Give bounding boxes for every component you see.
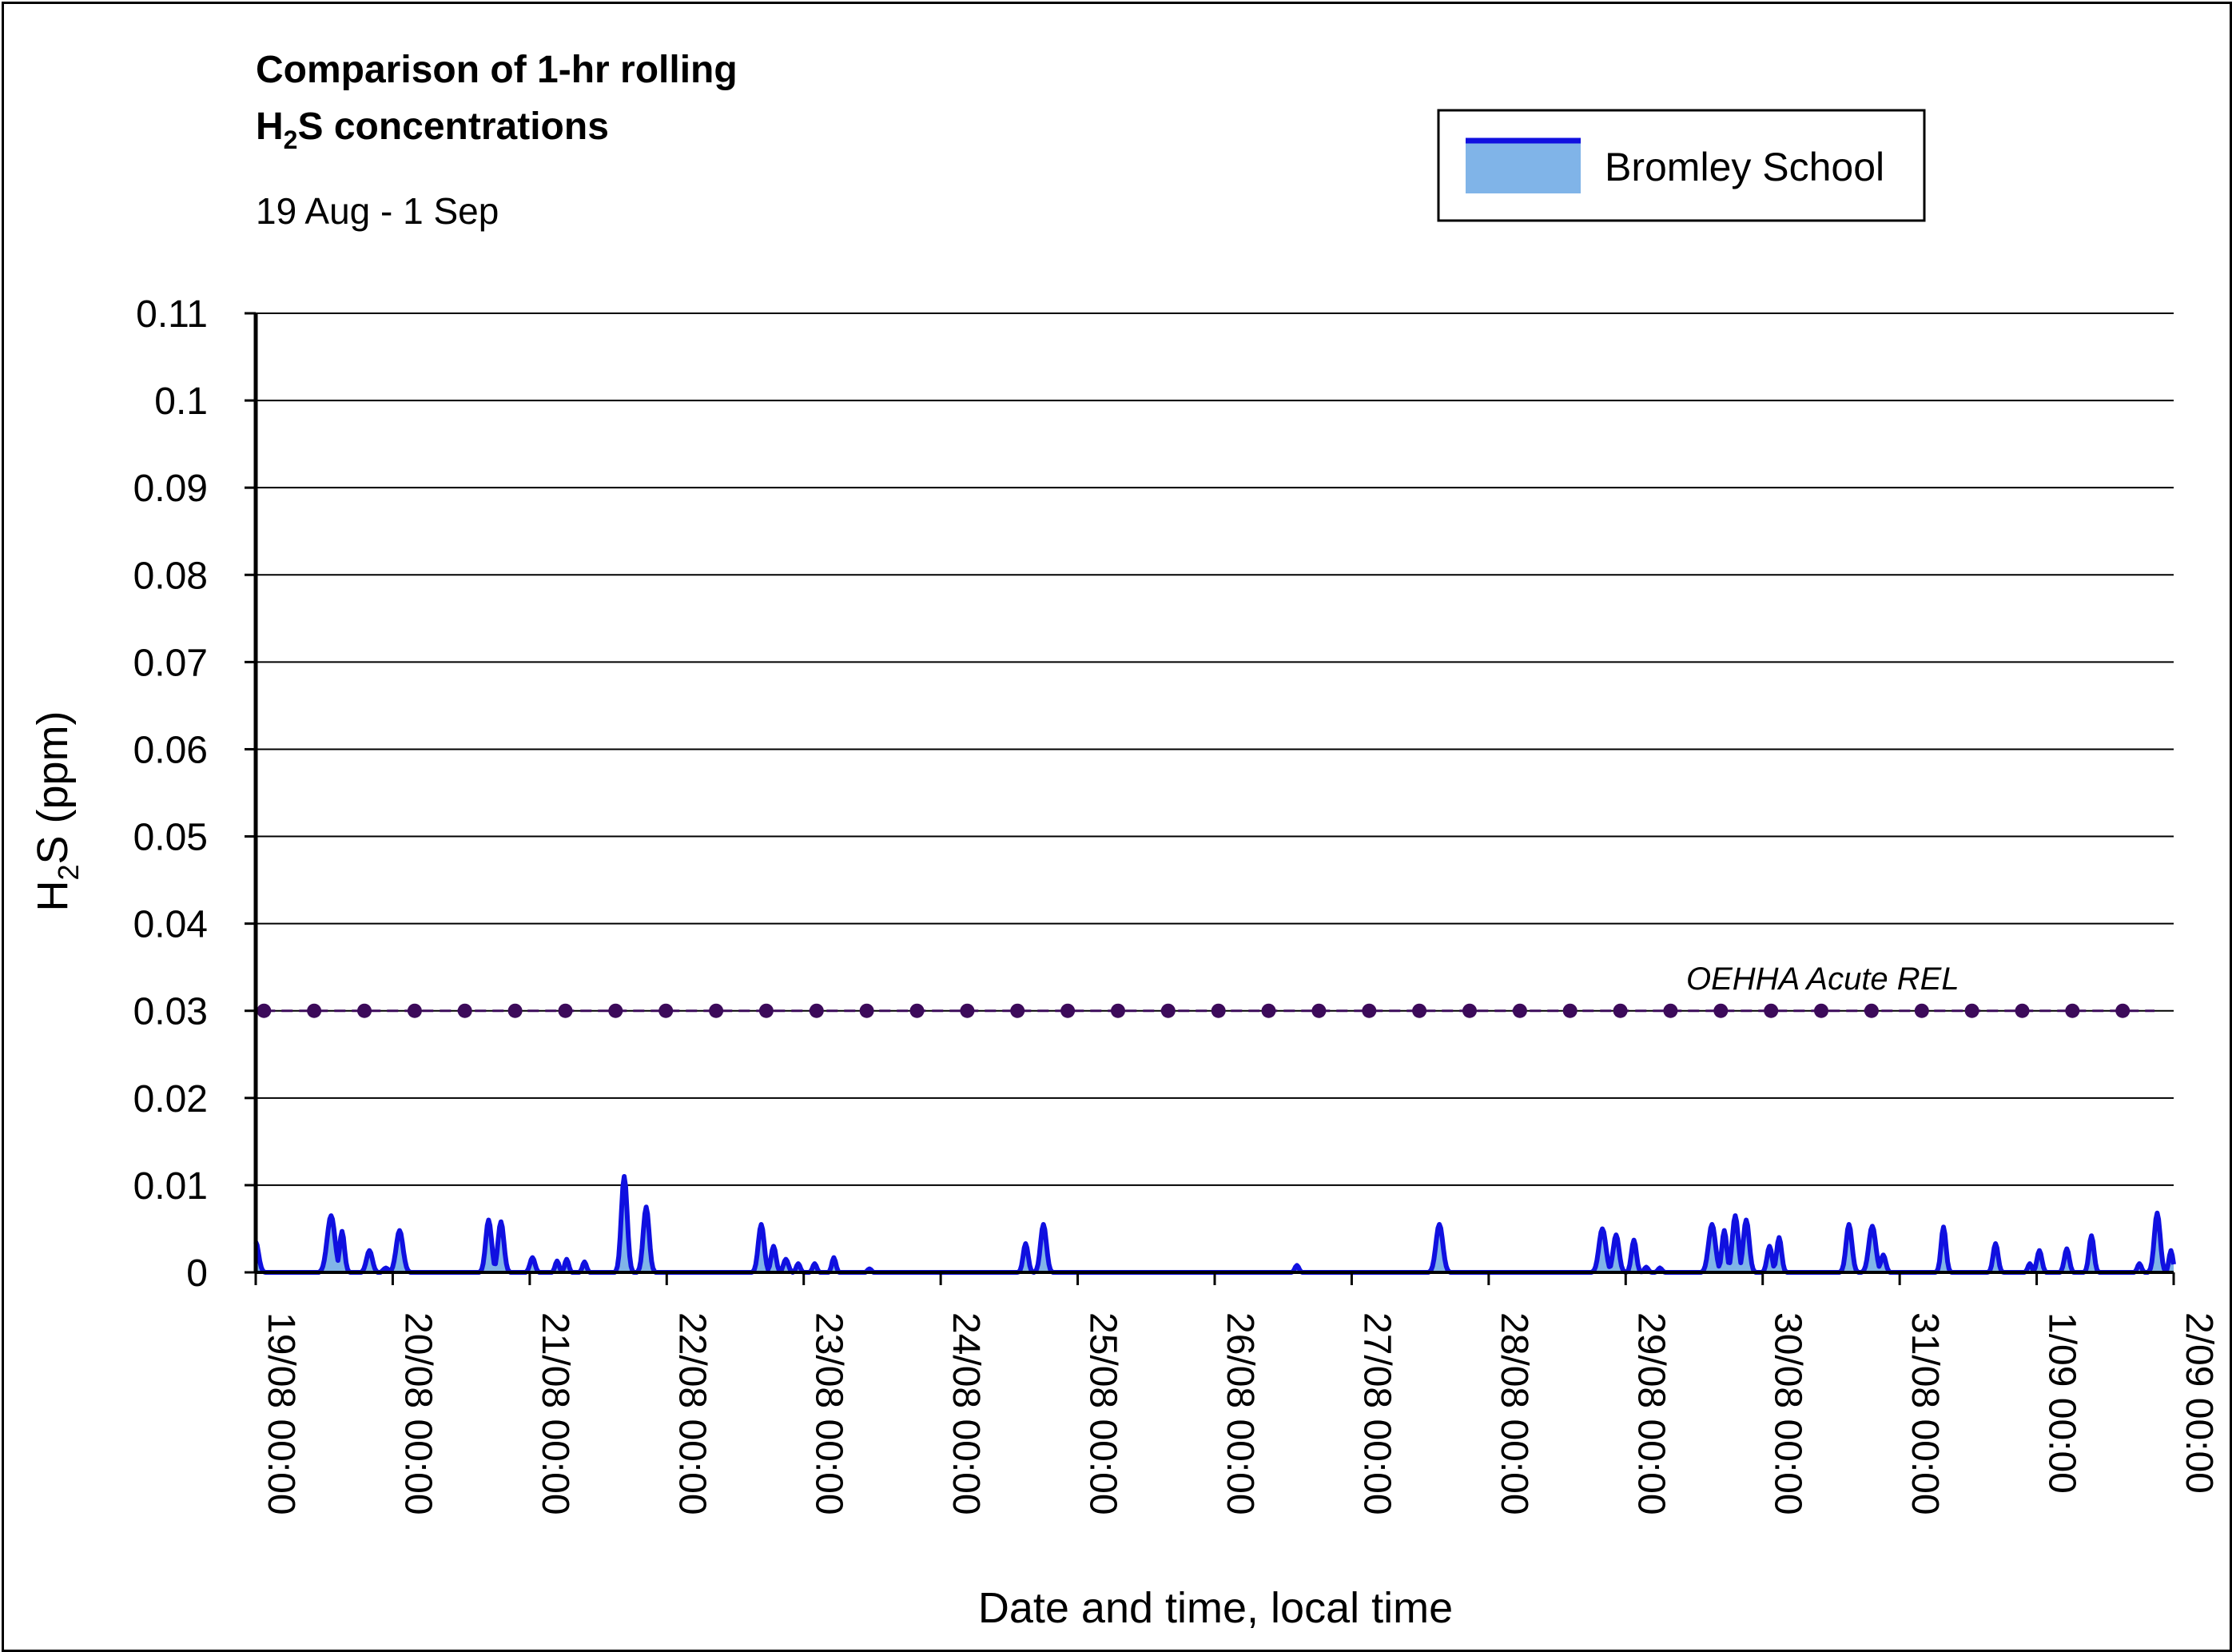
reference-marker (558, 1003, 573, 1018)
reference-marker (1914, 1003, 1929, 1018)
reference-marker (357, 1003, 372, 1018)
reference-marker (1111, 1003, 1125, 1018)
x-tick-label: 31/08 00:00 (1904, 1312, 1946, 1515)
x-tick-label: 30/08 00:00 (1767, 1312, 1809, 1515)
reference-marker (1211, 1003, 1226, 1018)
y-tick-label: 0.05 (133, 817, 208, 859)
y-tick-label: 0.09 (133, 468, 208, 510)
x-tick-label: 22/08 00:00 (670, 1312, 713, 1515)
reference-marker (1412, 1003, 1427, 1018)
reference-marker (1864, 1003, 1879, 1018)
reference-marker (2065, 1003, 2080, 1018)
x-tick-label: 25/08 00:00 (1082, 1312, 1124, 1515)
reference-marker (709, 1003, 724, 1018)
reference-marker (407, 1003, 422, 1018)
y-tick-labels: 0 0.01 0.02 0.03 0.04 0.05 0.06 0.07 0.08 0.09 0.1… (133, 293, 208, 1295)
x-tick-label: 1/09 00:00 (2041, 1312, 2083, 1494)
y-tick-label: 0.01 (133, 1165, 208, 1208)
x-tick-label: 2/09 00:00 (2178, 1312, 2220, 1494)
legend-swatch (1466, 141, 1581, 193)
reference-line-label: OEHHA Acute REL (1686, 961, 1959, 997)
reference-marker (257, 1003, 272, 1018)
reference-marker (307, 1003, 322, 1018)
reference-marker (2115, 1003, 2131, 1018)
reference-marker (1512, 1003, 1527, 1018)
chart-title-line1: Comparison of 1-hr rolling (256, 49, 738, 91)
legend: Bromley School (1437, 109, 1926, 222)
reference-marker (658, 1003, 674, 1018)
reference-marker (1814, 1003, 1828, 1018)
chart-subtitle: 19 Aug - 1 Sep (256, 190, 499, 232)
y-tick-label: 0.03 (133, 991, 208, 1033)
reference-marker (1713, 1003, 1729, 1018)
y-tick-label: 0.06 (133, 729, 208, 771)
reference-marker (1160, 1003, 1176, 1018)
x-tick-label: 19/08 00:00 (260, 1312, 302, 1515)
reference-marker (1261, 1003, 1276, 1018)
x-axis-title: Date and time, local time (978, 1584, 1453, 1632)
x-tick-label: 29/08 00:00 (1629, 1312, 1672, 1515)
reference-marker (859, 1003, 874, 1018)
x-tick-label: 28/08 00:00 (1493, 1312, 1535, 1515)
reference-line-group (257, 1003, 2154, 1018)
y-tick-label: 0.07 (133, 642, 208, 684)
reference-marker (2015, 1003, 2030, 1018)
reference-marker (1010, 1003, 1025, 1018)
reference-marker (1311, 1003, 1327, 1018)
x-tick-label: 20/08 00:00 (396, 1312, 439, 1515)
legend-label: Bromley School (1605, 145, 1884, 189)
reference-marker (1964, 1003, 1979, 1018)
y-tick-label: 0 (186, 1252, 208, 1295)
y-tick-label: 0.02 (133, 1078, 208, 1121)
reference-marker (457, 1003, 472, 1018)
reference-marker (1613, 1003, 1628, 1018)
reference-marker (809, 1003, 824, 1018)
reference-marker (909, 1003, 925, 1018)
chart-title-line2: H2S concentrations (256, 105, 609, 154)
y-tick-label: 0.1 (154, 380, 208, 423)
reference-marker (960, 1003, 975, 1018)
y-axis-title: H2S (ppm) (29, 711, 85, 911)
gridlines (256, 312, 2174, 1186)
reference-marker (608, 1003, 623, 1018)
reference-marker (1663, 1003, 1678, 1018)
y-tick-label: 0.08 (133, 555, 208, 597)
x-tick-label: 24/08 00:00 (945, 1312, 987, 1515)
x-tick-labels: 19/08 00:00 20/08 00:00 21/08 00:00 22/08 0… (260, 1312, 2220, 1515)
y-tick-label: 0.11 (136, 293, 208, 336)
series-line (253, 1174, 2176, 1275)
axes (245, 312, 2175, 1285)
reference-marker (1362, 1003, 1377, 1018)
x-tick-label: 27/08 00:00 (1355, 1312, 1398, 1515)
x-tick-label: 26/08 00:00 (1219, 1312, 1261, 1515)
reference-marker (758, 1003, 774, 1018)
x-tick-label: 23/08 00:00 (808, 1312, 850, 1515)
series-line-path (253, 1174, 2176, 1275)
reference-marker (1060, 1003, 1076, 1018)
reference-marker (507, 1003, 523, 1018)
reference-marker (1462, 1003, 1477, 1018)
reference-marker (1562, 1003, 1578, 1018)
x-tick-label: 21/08 00:00 (534, 1312, 576, 1515)
reference-marker (1764, 1003, 1779, 1018)
y-tick-label: 0.04 (133, 904, 208, 946)
